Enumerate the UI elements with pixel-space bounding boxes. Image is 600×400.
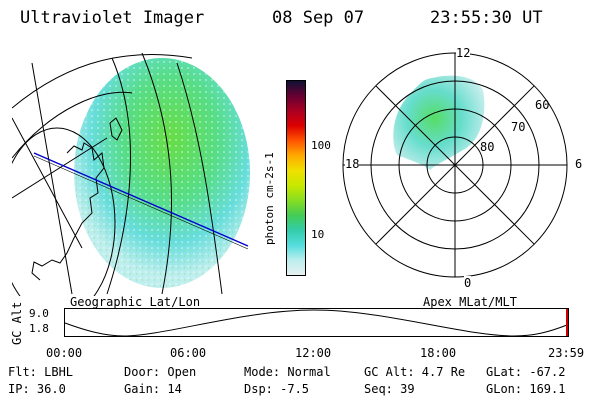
door-status: Door: Open xyxy=(124,365,197,379)
time-tick-1200: 12:00 xyxy=(295,346,332,360)
seq-status: Seq: 39 xyxy=(364,382,415,396)
latitude-line xyxy=(12,54,193,109)
gc-alt-status: GC Alt: 4.7 Re xyxy=(364,365,466,379)
latitude-circle xyxy=(12,127,116,296)
polar-aurora xyxy=(393,75,485,170)
mlat-label-60: 60 xyxy=(535,98,550,112)
meridian-line xyxy=(12,117,83,249)
time-tick-0000: 00:00 xyxy=(46,346,83,360)
filter-status: Flt: LBHL xyxy=(8,365,74,379)
mlat-label-70: 70 xyxy=(511,120,526,134)
longitude-line xyxy=(106,57,131,295)
time-label: 23:55:30 UT xyxy=(430,8,543,28)
mode-status: Mode: Normal xyxy=(244,365,331,379)
longitude-line xyxy=(141,52,172,295)
dsp-status: Dsp: -7.5 xyxy=(244,382,310,396)
altitude-plot xyxy=(64,308,569,337)
time-tick-2359: 23:59 xyxy=(548,346,585,360)
mlat-label-80: 80 xyxy=(480,140,495,154)
longitude-line xyxy=(176,62,223,295)
glat-status: GLat: -67.2 xyxy=(486,365,566,379)
ip-status: IP: 36.0 xyxy=(8,382,66,396)
time-tick-0600: 06:00 xyxy=(170,346,207,360)
mlt-label-18: 18 xyxy=(345,157,360,171)
mlt-label-12: 12 xyxy=(456,46,471,60)
altitude-ylabel: GC Alt xyxy=(10,301,24,345)
colorbar-tick-100: 100 xyxy=(311,139,331,152)
geographic-label: Geographic Lat/Lon xyxy=(70,295,201,309)
time-tick-1800: 18:00 xyxy=(420,346,457,360)
coastline xyxy=(31,142,105,281)
polar-plot xyxy=(342,52,568,278)
colorbar xyxy=(286,80,306,276)
apex-label: Apex MLat/MLT xyxy=(423,295,517,309)
mlt-label-6: 6 xyxy=(575,157,583,171)
colorbar-unit-label: photon cm-2s-1 xyxy=(263,152,276,245)
colorbar-tick-10: 10 xyxy=(311,228,325,241)
geographic-map xyxy=(12,52,250,296)
altitude-ytick-low: 1.8 xyxy=(29,322,49,335)
altitude-curve xyxy=(64,309,568,337)
glon-status: GLon: 169.1 xyxy=(486,382,566,396)
coastline xyxy=(109,117,123,141)
date-label: 08 Sep 07 xyxy=(272,8,365,28)
satellite-track xyxy=(33,152,249,247)
app-title: Ultraviolet Imager xyxy=(20,8,205,28)
mlt-label-0: 0 xyxy=(464,276,472,290)
altitude-ytick-high: 9.0 xyxy=(29,307,49,320)
gain-status: Gain: 14 xyxy=(124,382,182,396)
meridian-line xyxy=(31,62,73,295)
